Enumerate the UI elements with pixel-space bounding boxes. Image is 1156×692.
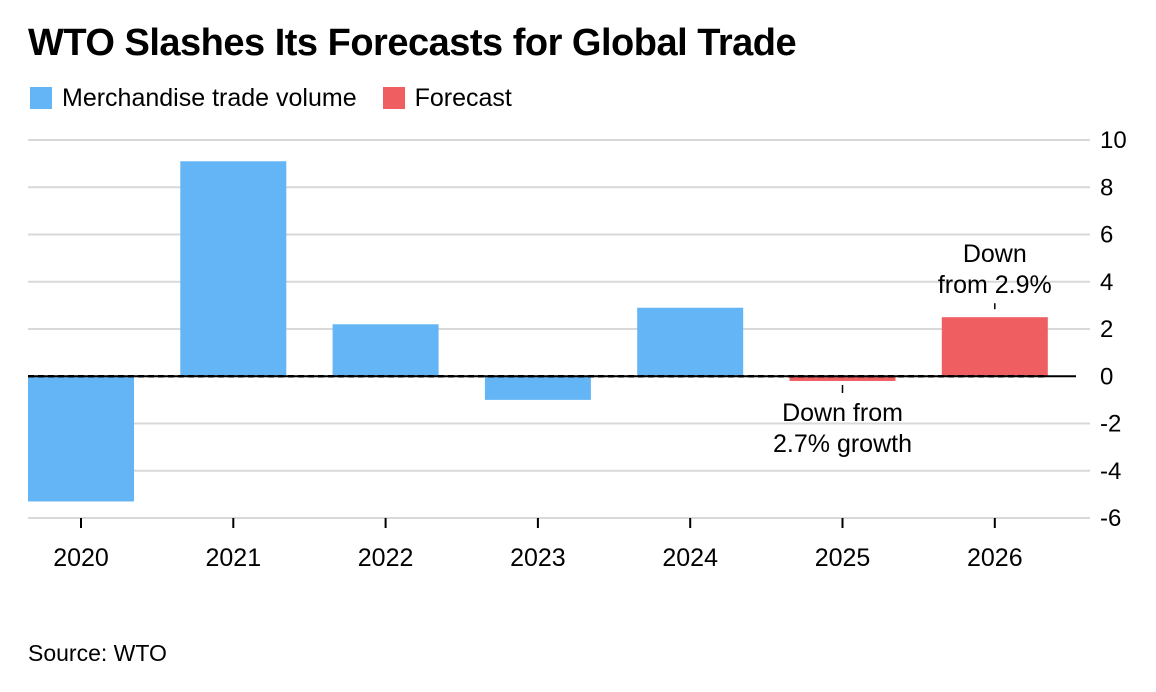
legend-swatch-forecast <box>382 87 405 109</box>
legend-swatch-merchandise <box>30 87 52 109</box>
y-tick-label: 0 <box>1100 363 1113 390</box>
y-tick-label: 6 <box>1100 222 1113 249</box>
y-tick-label: 4 <box>1100 269 1113 296</box>
x-tick-label-2025: 2025 <box>815 544 871 572</box>
bar-2026 <box>941 317 1048 377</box>
annotation-text: Down <box>963 240 1027 268</box>
legend-item-merchandise: Merchandise trade volume <box>30 84 357 113</box>
chart-title: WTO Slashes Its Forecasts for Global Tra… <box>28 22 797 64</box>
y-tick-label: -4 <box>1100 458 1121 485</box>
annotation-text: Down from <box>782 399 903 427</box>
bar-2022 <box>332 324 439 377</box>
bar-2021 <box>180 161 287 377</box>
x-tick-label-2022: 2022 <box>358 544 414 572</box>
y-tick-label: -6 <box>1100 505 1121 532</box>
annotation-text: from 2.9% <box>938 271 1052 299</box>
x-tick-label-2021: 2021 <box>205 544 261 572</box>
legend-label-forecast: Forecast <box>414 83 512 112</box>
bar-2023 <box>484 376 591 400</box>
legend-item-forecast: Forecast <box>382 83 512 113</box>
x-tick-label-2023: 2023 <box>510 544 566 572</box>
legend-label-merchandise: Merchandise trade volume <box>62 83 357 112</box>
x-tick-label-2024: 2024 <box>662 544 718 572</box>
bar-2025 <box>789 376 896 381</box>
source-note: Source: WTO <box>28 640 167 666</box>
x-tick-label-2026: 2026 <box>967 544 1023 572</box>
y-tick-label: 8 <box>1100 174 1113 201</box>
y-tick-label: 2 <box>1100 316 1113 343</box>
y-tick-label: 10 <box>1100 127 1127 154</box>
bar-2024 <box>637 307 744 377</box>
y-tick-label: -2 <box>1100 411 1121 438</box>
legend: Merchandise trade volume Forecast <box>30 83 538 113</box>
x-tick-label-2020: 2020 <box>53 544 109 572</box>
annotation-text: 2.7% growth <box>773 430 912 458</box>
bar-2020 <box>28 376 134 502</box>
